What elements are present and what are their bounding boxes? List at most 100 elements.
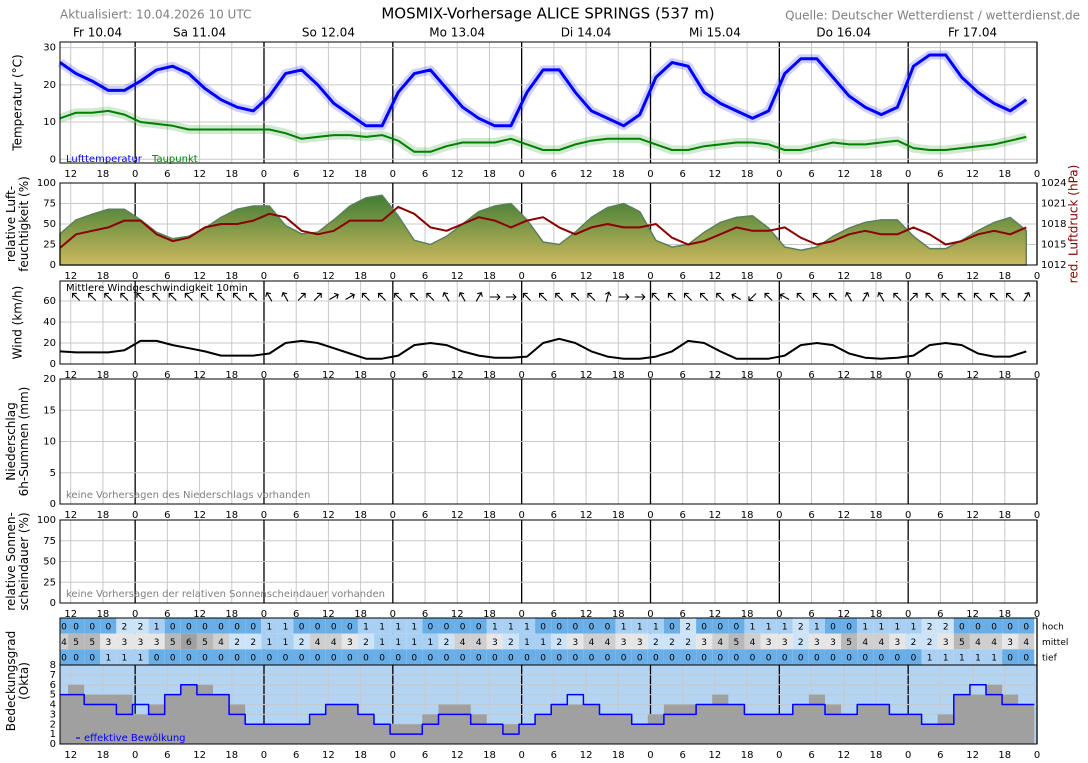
plot-frame xyxy=(59,182,1038,266)
x-tick-label: 0 xyxy=(261,271,267,282)
x-tick-label: 18 xyxy=(97,271,110,282)
cloud-cell-label: 0 xyxy=(814,654,820,664)
x-tick-label: 12 xyxy=(451,271,464,282)
x-tick-label: 0 xyxy=(261,370,267,381)
cloud-cell xyxy=(599,649,616,665)
cloud-cell xyxy=(148,618,165,634)
cloud-cell-label: 4 xyxy=(991,638,997,648)
cloud-cell xyxy=(535,633,552,650)
day-label: Fr 10.04 xyxy=(73,26,122,40)
cloud-cell xyxy=(261,649,278,665)
y2-tick-label: 1021 xyxy=(1041,199,1066,210)
cloud-cell-label: 1 xyxy=(750,622,756,632)
wind-arrow xyxy=(844,291,853,302)
wind-arrow xyxy=(475,291,483,302)
cloud-cell xyxy=(905,633,922,650)
cloud-cell-label: 4 xyxy=(460,638,466,648)
y2-tick-label: 1015 xyxy=(1041,240,1066,251)
cloud-cell xyxy=(841,649,858,665)
cloud-cell-label: 0 xyxy=(830,622,836,632)
cloud-cell xyxy=(680,618,697,634)
cloud-cell xyxy=(84,649,101,665)
cloud-cell-label: 1 xyxy=(283,622,289,632)
cloud-cell-label: 0 xyxy=(379,654,385,664)
cloud-cell xyxy=(857,618,874,634)
x-tick-label: 12 xyxy=(837,609,850,620)
cloud-cell-label: 1 xyxy=(411,622,417,632)
line xyxy=(60,684,1035,735)
cloud-cell-label: 0 xyxy=(331,622,337,632)
x-tick-label: 18 xyxy=(483,370,496,381)
y-tick-label: 60 xyxy=(43,296,56,307)
cloud-cell-label: 4 xyxy=(589,638,595,648)
cloud-cell-label: 3 xyxy=(122,638,128,648)
cloud-cell xyxy=(647,649,664,665)
cloud-cell-label: 0 xyxy=(202,622,208,632)
cloud-cell-label: 2 xyxy=(685,638,691,648)
plot-frame xyxy=(59,41,1038,164)
x-tick-label: 18 xyxy=(741,169,754,180)
cloud-cell-label: 0 xyxy=(766,654,772,664)
cloud-cell xyxy=(776,649,793,665)
cloud-cell-label: 0 xyxy=(105,622,111,632)
cloud-cell xyxy=(986,633,1003,650)
cloud-cell-label: 1 xyxy=(122,654,128,664)
x-tick-label: 6 xyxy=(808,271,814,282)
x-tick-label: 6 xyxy=(551,609,557,620)
x-tick-label: 12 xyxy=(322,169,335,180)
cloud-cell xyxy=(1002,633,1019,650)
cloud-cell-label: 3 xyxy=(701,638,707,648)
wind-arrow xyxy=(394,292,403,301)
cloud-cell xyxy=(245,649,262,665)
cloud-cell xyxy=(824,649,842,665)
cloud-cell-label: 0 xyxy=(701,654,707,664)
cloud-cell-label: 4 xyxy=(331,638,337,648)
cloud-cell-label: 0 xyxy=(202,654,208,664)
x-tick-label: 0 xyxy=(132,271,138,282)
x-tick-label: 6 xyxy=(551,510,557,521)
y-axis-label: Temperatur (°C) xyxy=(11,54,25,151)
x-tick-label: 12 xyxy=(193,169,206,180)
wind-arrow xyxy=(812,292,821,301)
y-tick-label: 2 xyxy=(50,719,56,730)
cloud-cell-label: 0 xyxy=(846,622,852,632)
cloud-cell xyxy=(808,618,825,634)
cloud-cell xyxy=(132,649,149,665)
cloud-cell-label: 0 xyxy=(186,654,192,664)
x-tick-label: 0 xyxy=(261,510,267,521)
x-tick-label: 18 xyxy=(354,609,367,620)
x-tick-label: 0 xyxy=(647,609,653,620)
wind-arrow xyxy=(539,292,548,301)
x-tick-label: 0 xyxy=(390,510,396,521)
cloud-cell-label: 1 xyxy=(138,654,144,664)
y-axis-label: feuchtigkeit (%) xyxy=(17,176,31,272)
legend-label: Taupunkt xyxy=(151,154,198,165)
cloud-cell xyxy=(792,618,809,634)
cloud-cell xyxy=(100,618,117,634)
cloud-cell xyxy=(309,649,326,665)
cloud-cell-label: 4 xyxy=(315,638,321,648)
wind-arrow xyxy=(281,291,289,302)
area xyxy=(59,194,1028,266)
y2-axis-label: red. Luftdruck (hPa) xyxy=(1067,165,1081,284)
cloud-cell-label: 1 xyxy=(540,638,546,648)
line xyxy=(59,109,1027,153)
cloud-cell-label: 0 xyxy=(846,654,852,664)
cloud-cell xyxy=(567,649,584,665)
cloud-cell-label: 5 xyxy=(846,638,852,648)
cloud-cell-label: 2 xyxy=(250,638,256,648)
x-tick-label: 18 xyxy=(741,609,754,620)
cloud-cell-label: 1 xyxy=(943,654,949,664)
cloud-cell xyxy=(937,618,954,634)
x-tick-label: 0 xyxy=(518,510,524,521)
x-tick-label: 0 xyxy=(390,271,396,282)
cloud-cell xyxy=(148,649,165,665)
cloud-cell-label: 0 xyxy=(170,622,176,632)
cloud-cell xyxy=(406,649,423,665)
cloud-cell-label: 1 xyxy=(782,622,788,632)
cloud-cell-label: 0 xyxy=(975,622,981,632)
cloud-cell xyxy=(841,633,858,650)
cloud-cell xyxy=(696,618,713,634)
wind-arrow xyxy=(345,292,355,300)
x-tick-label: 18 xyxy=(354,750,367,761)
